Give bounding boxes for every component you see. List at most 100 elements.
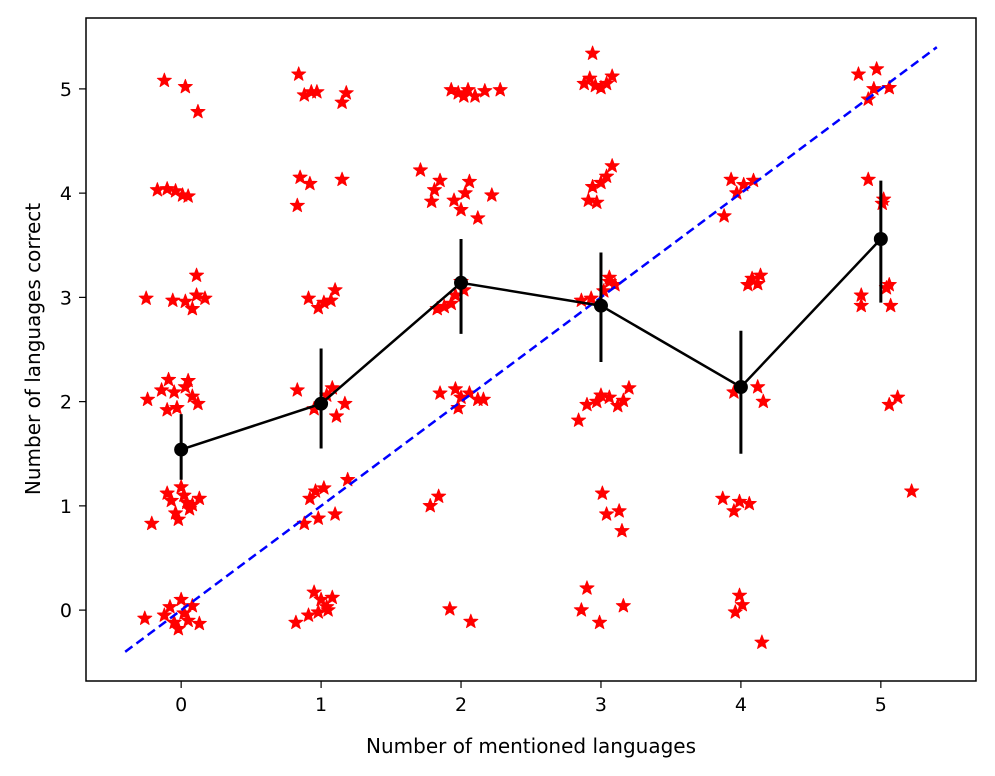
scatter-point [881,276,897,292]
scatter-point [162,599,178,614]
scatter-point [289,382,305,397]
scatter-point [432,385,448,400]
scatter-point [604,68,620,83]
scatter-point [583,290,599,305]
scatter-point [184,388,200,403]
y-tick-label: 1 [60,496,72,518]
scatter-point [904,483,920,498]
x-axis-label: Number of mentioned languages [366,734,696,758]
scatter-point [601,269,617,285]
scatter-point [432,172,448,188]
scatter-point [137,610,153,625]
scatter-point [165,292,181,307]
scatter-point [593,174,609,190]
scatter-point [320,602,336,617]
scatter-point [334,171,350,187]
plot-area [124,45,938,653]
x-tick-label: 5 [875,694,887,716]
scatter-point [180,612,196,628]
scatter-point [161,371,177,387]
scatter-point [484,187,500,202]
scatter-point [734,597,750,612]
x-tick-label: 2 [455,694,467,716]
scatter-point [316,480,332,495]
y-tick-label: 2 [60,392,72,414]
scatter-point [463,613,479,629]
scatter-point [715,490,731,506]
scatter-point [292,169,308,184]
x-tick-label: 3 [595,694,607,716]
identity-line [124,46,938,653]
scatter-point [869,61,885,76]
scatter-point [853,297,869,313]
scatter-point [752,267,769,282]
scatter-point [190,103,206,119]
scatter-point [184,300,200,316]
scatter-point [443,82,459,97]
scatter-point [614,522,630,538]
mean-point [593,298,608,313]
scatter-point [615,598,631,613]
x-tick-label: 4 [735,694,747,716]
scatter-point [173,479,189,494]
scatter-point [755,393,771,409]
scatter-point [604,158,620,173]
scatter-point [140,391,156,407]
scatter-point [337,395,353,411]
scatter-point [177,293,193,309]
scatter-point [177,78,193,94]
scatter-point [726,503,742,518]
scatter-point [412,162,428,177]
scatter-point [170,511,186,526]
scatter-point [750,379,766,394]
plot-frame [85,17,977,682]
scatter-point [621,380,637,395]
scatter-point [475,391,491,407]
scatter-point [300,607,317,622]
scatter-point [156,72,172,88]
scatter-point [599,506,615,521]
scatter-point [324,589,340,605]
scatter-point [453,201,469,217]
scatter-point [442,601,458,616]
scatter-point [422,497,438,513]
scatter-point [883,297,899,313]
scatter-point [615,392,631,408]
scatter-point [323,292,339,307]
scatter-point [571,412,587,427]
scatter-point [457,185,473,200]
scatter-point [424,193,440,208]
scatter-point [144,515,160,531]
scatter-point [306,584,322,599]
scatter-point [334,94,350,109]
scatter-point [593,387,609,402]
scatter-point [443,295,459,311]
scatter-point [580,192,596,207]
scatter-point [289,197,305,213]
scatter-point [460,82,476,97]
scatter-point [731,493,748,509]
scatter-point [310,510,326,525]
axes: 0 1 2 3 4 5 0 1 2 3 4 5 [60,79,887,716]
scatter-point [338,85,354,100]
scatter-point [860,171,876,187]
scatter-point [159,485,175,500]
scatter-point [327,282,343,297]
scatter-point [138,290,154,305]
scatter-point [727,604,743,619]
scatter-point [716,208,732,223]
y-tick-label: 5 [60,79,72,101]
scatter-point [876,191,892,206]
scatter-point [450,399,466,415]
scatter-point [599,75,615,91]
scatter-point [189,287,205,302]
scatter-point [599,168,615,183]
scatter-point [180,188,196,203]
scatter-point [159,181,175,196]
scatter-point [866,80,882,96]
y-tick-label: 4 [60,183,72,205]
scatter-point [573,602,589,617]
scatter-point [492,82,508,97]
scatter-point [302,490,318,506]
